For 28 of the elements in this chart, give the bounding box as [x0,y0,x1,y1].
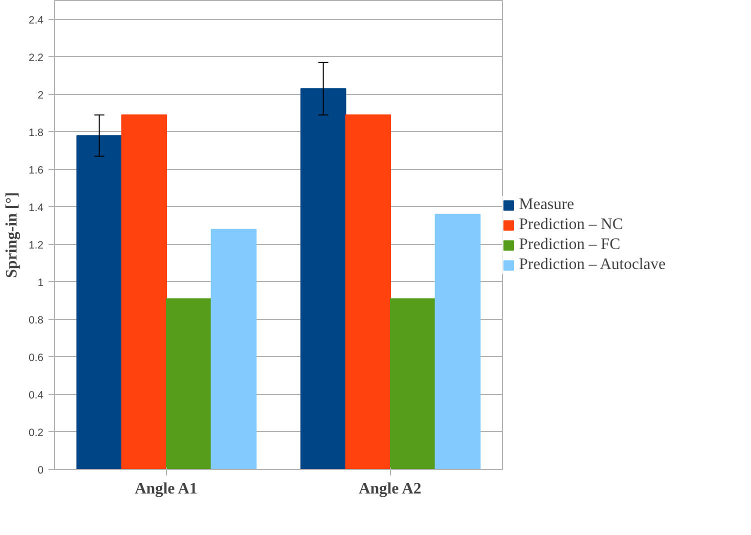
bar [210,228,257,470]
y-tick-label: 0.2 [28,426,44,439]
y-tick-label: 2.2 [28,52,44,64]
y-tick-label: 1.6 [28,164,44,176]
y-tick-label: 1.8 [28,126,44,139]
bar [434,214,481,470]
x-tick-label: Angle A2 [358,480,422,498]
y-tick-label: 0 [38,464,44,476]
y-tick-label: 1.2 [28,239,44,252]
bar [390,298,436,470]
legend-label: Prediction – FC [518,236,620,254]
bar [76,135,122,470]
y-tick-label: 2.4 [28,14,44,26]
bar [345,114,391,470]
y-tick-label: 1.4 [28,202,44,214]
bar [300,88,346,470]
x-tick-label: Angle A1 [134,480,198,498]
y-axis-title: Spring-in [°] [4,192,21,278]
y-tick-label: 0.4 [28,389,44,402]
y-tick-label: 0.8 [28,314,44,326]
legend-label: Prediction – NC [518,216,623,234]
y-tick-label: 0.6 [28,352,44,364]
legend-label: Prediction – Autoclave [518,256,666,274]
y-tick-label: 1 [38,276,44,289]
bar [166,298,212,470]
y-tick-label: 2 [38,89,44,102]
legend-label: Measure [518,196,574,214]
bar [121,114,167,470]
